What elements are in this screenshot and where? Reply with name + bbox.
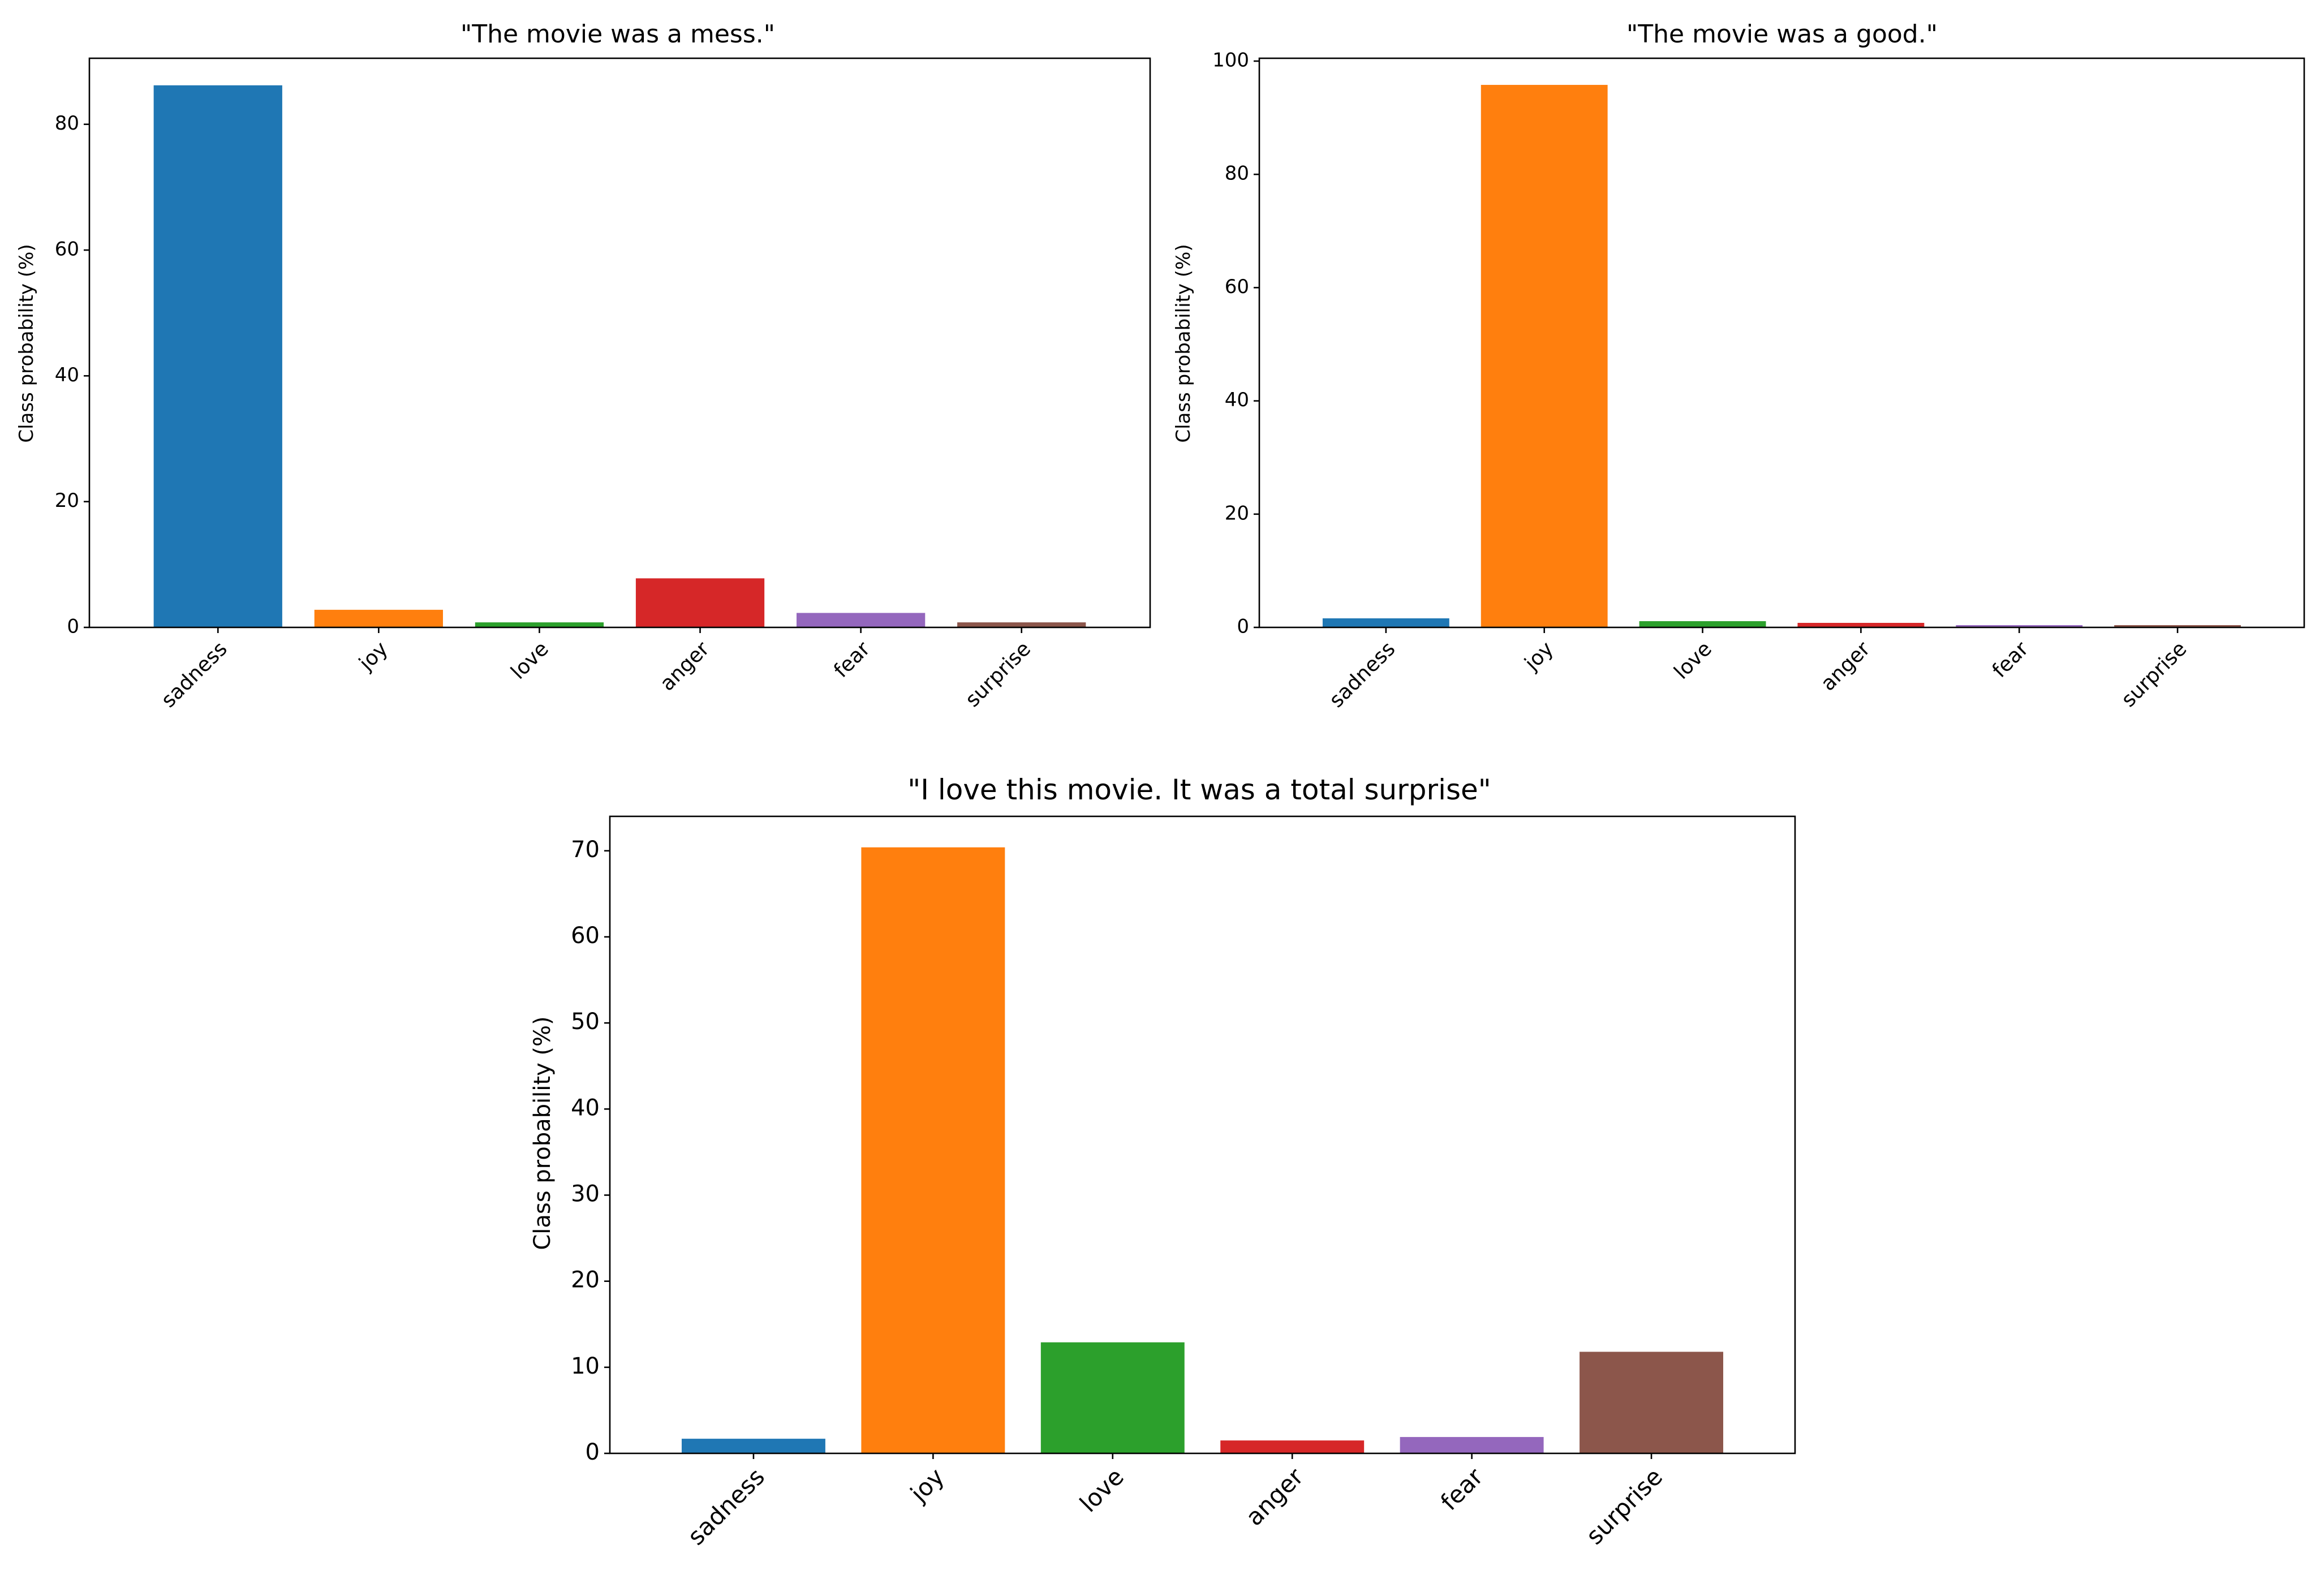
y-tick-label: 40: [1225, 389, 1249, 411]
bar-anger: [1220, 1440, 1365, 1453]
y-tick-label: 30: [571, 1181, 600, 1207]
y-tick-label: 10: [571, 1353, 600, 1379]
y-tick-label: 0: [67, 616, 79, 638]
chart-3-title: "I love this movie. It was a total surpr…: [907, 773, 1491, 806]
chart-2-ylabel: Class probability (%): [1172, 244, 1195, 442]
y-tick-label: 20: [1225, 502, 1249, 524]
bar-love: [1639, 621, 1766, 627]
y-tick-label: 100: [1212, 49, 1249, 72]
y-tick-label: 60: [55, 238, 79, 261]
chart-1-title: "The movie was a mess.": [461, 20, 775, 49]
bar-joy: [1481, 85, 1608, 628]
y-tick-label: 50: [571, 1009, 600, 1035]
bar-fear: [1400, 1437, 1544, 1453]
bar-love: [1040, 1342, 1185, 1453]
chart-1-ylabel: Class probability (%): [15, 244, 38, 442]
y-tick-label: 0: [1237, 616, 1249, 638]
axes-frame: [88, 57, 1151, 629]
bar-surprise: [1580, 1352, 1724, 1453]
bar-sadness: [1322, 618, 1449, 627]
y-tick-label: 60: [571, 923, 600, 949]
bar-sadness: [681, 1439, 825, 1453]
bar-fear: [797, 613, 926, 627]
bar-anger: [635, 578, 765, 627]
axes-frame: [609, 815, 1796, 1454]
y-tick-label: 60: [1225, 276, 1249, 298]
y-tick-label: 0: [586, 1439, 600, 1465]
bar-joy: [314, 609, 443, 627]
bar-surprise: [2114, 625, 2241, 627]
bar-anger: [1797, 622, 1925, 627]
chart-3-ylabel: Class probability (%): [530, 1016, 556, 1250]
y-tick-label: 80: [1225, 162, 1249, 185]
bar-joy: [861, 847, 1005, 1453]
y-tick-label: 20: [571, 1267, 600, 1293]
axes-frame: [1258, 57, 2305, 629]
y-tick-label: 70: [571, 837, 600, 863]
chart-2-title: "The movie was a good.": [1626, 20, 1938, 49]
y-tick-label: 80: [55, 112, 79, 135]
bar-sadness: [153, 85, 282, 627]
y-tick-label: 20: [55, 489, 79, 512]
bar-fear: [1956, 625, 2083, 627]
bar-love: [475, 622, 604, 627]
y-tick-label: 40: [571, 1095, 600, 1121]
y-tick-label: 40: [55, 364, 79, 386]
bar-surprise: [957, 622, 1086, 627]
